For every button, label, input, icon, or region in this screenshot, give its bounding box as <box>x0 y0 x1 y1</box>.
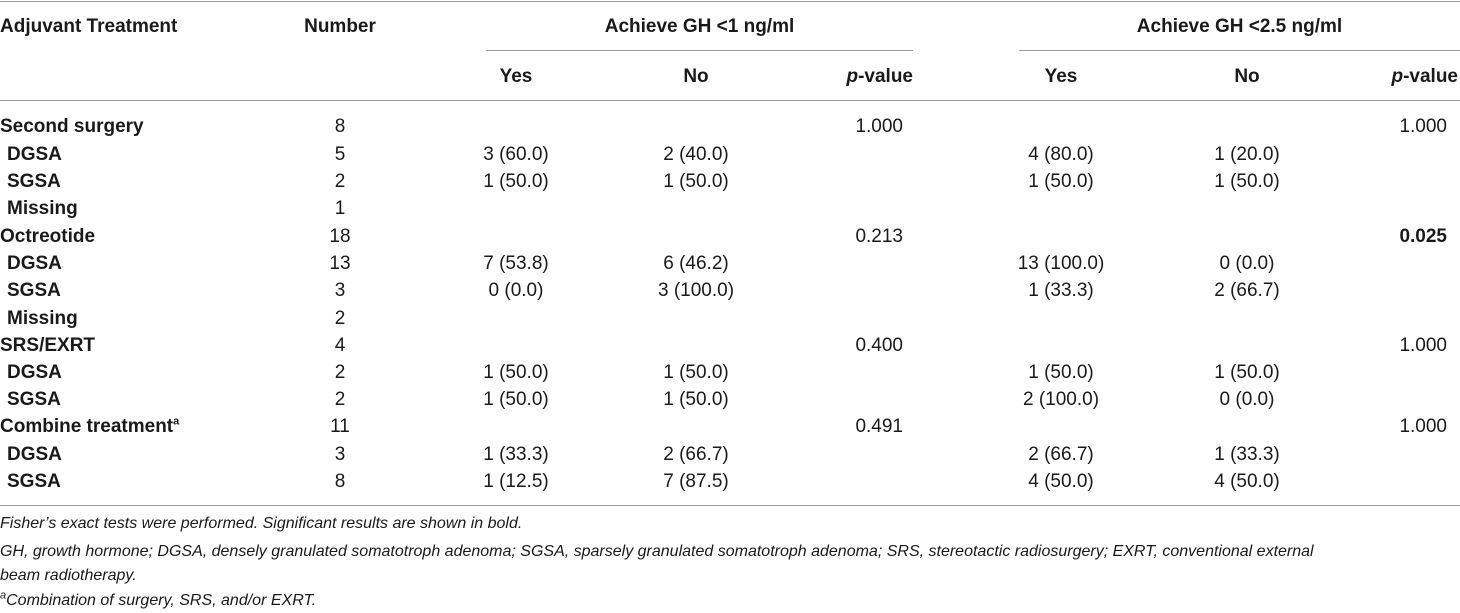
row-number: 4 <box>334 335 346 356</box>
row-no2: 1 (50.0) <box>1214 362 1280 383</box>
header-no-1: No <box>683 66 709 87</box>
row-label: Combine treatmenta <box>0 415 180 437</box>
row-number: 13 <box>329 253 351 274</box>
footnote-statistics: Fisher’s exact tests were performed. Sig… <box>0 515 523 532</box>
row-label: DGSA <box>7 253 62 274</box>
row-label: SGSA <box>7 280 61 301</box>
row-yes2: 2 (66.7) <box>1028 444 1094 465</box>
row-yes1: 1 (12.5) <box>483 471 549 492</box>
row-no2: 4 (50.0) <box>1214 471 1280 492</box>
row-yes1: 1 (33.3) <box>483 444 549 465</box>
row-yes2: 4 (50.0) <box>1028 471 1094 492</box>
row-label: SGSA <box>7 389 61 410</box>
header-group1-title: Achieve GH <1 ng/ml <box>604 16 795 37</box>
row-number: 3 <box>334 280 346 301</box>
row-number: 11 <box>330 416 350 437</box>
group1-underline <box>486 50 913 51</box>
row-yes1: 1 (50.0) <box>483 171 549 192</box>
row-number: 1 <box>334 198 346 219</box>
row-no2: 1 (33.3) <box>1214 444 1280 465</box>
header-adjuvant-treatment: Adjuvant Treatment <box>0 16 178 37</box>
row-label: DGSA <box>7 144 62 165</box>
footnote-abbreviations: GH, growth hormone; DGSA, densely granul… <box>0 543 1314 560</box>
row-number: 18 <box>329 226 351 247</box>
row-label: DGSA <box>7 362 62 383</box>
header-pvalue-1: p-value <box>846 66 913 87</box>
row-number: 8 <box>334 116 346 137</box>
row-p1: 1.000 <box>855 116 903 137</box>
row-p2: 1.000 <box>1399 416 1447 437</box>
row-no1: 3 (100.0) <box>657 280 735 301</box>
row-no2: 0 (0.0) <box>1219 253 1275 274</box>
row-yes2: 1 (33.3) <box>1028 280 1094 301</box>
row-no2: 1 (20.0) <box>1214 144 1280 165</box>
row-no2: 2 (66.7) <box>1214 280 1280 301</box>
row-p2-significant: 0.025 <box>1399 226 1447 247</box>
row-yes1: 1 (50.0) <box>483 389 549 410</box>
row-yes2: 13 (100.0) <box>1017 253 1105 274</box>
table-bottom-rule <box>0 505 1460 506</box>
row-yes2: 4 (80.0) <box>1028 144 1094 165</box>
header-no-2: No <box>1234 66 1260 87</box>
row-label: DGSA <box>7 444 62 465</box>
footnote-combination: aCombination of surgery, SRS, and/or EXR… <box>0 589 317 609</box>
row-number: 2 <box>334 389 346 410</box>
row-no2: 0 (0.0) <box>1219 389 1275 410</box>
row-label: SRS/EXRT <box>0 335 96 356</box>
row-yes1: 1 (50.0) <box>483 362 549 383</box>
row-number: 5 <box>334 144 346 165</box>
row-yes2: 2 (100.0) <box>1022 389 1100 410</box>
row-yes1: 7 (53.8) <box>483 253 549 274</box>
row-no1: 1 (50.0) <box>663 389 729 410</box>
row-no1: 2 (40.0) <box>663 144 729 165</box>
row-yes1: 0 (0.0) <box>488 280 544 301</box>
row-number: 3 <box>334 444 346 465</box>
header-bottom-rule <box>0 100 1460 101</box>
row-no1: 6 (46.2) <box>663 253 729 274</box>
row-label: Second surgery <box>0 116 144 137</box>
header-yes-1: Yes <box>499 66 533 87</box>
row-number: 2 <box>334 308 346 329</box>
row-no1: 1 (50.0) <box>663 362 729 383</box>
group2-underline <box>1019 50 1460 51</box>
header-group2-title: Achieve GH <2.5 ng/ml <box>1136 16 1343 37</box>
row-yes1: 3 (60.0) <box>483 144 549 165</box>
row-p2: 1.000 <box>1399 116 1447 137</box>
row-label: Missing <box>7 308 78 329</box>
row-label: SGSA <box>7 471 61 492</box>
row-no1: 1 (50.0) <box>663 171 729 192</box>
row-p1: 0.491 <box>855 416 903 437</box>
row-p1: 0.400 <box>855 335 903 356</box>
row-yes2: 1 (50.0) <box>1028 362 1094 383</box>
table-top-rule <box>0 1 1460 2</box>
row-no1: 7 (87.5) <box>663 471 729 492</box>
row-p1: 0.213 <box>855 226 903 247</box>
row-label: SGSA <box>7 171 61 192</box>
row-number: 8 <box>334 471 346 492</box>
footnote-abbreviations-cont: beam radiotherapy. <box>0 567 137 584</box>
header-number: Number <box>304 16 376 37</box>
row-no1: 2 (66.7) <box>663 444 729 465</box>
row-p2: 1.000 <box>1399 335 1447 356</box>
row-label: Octreotide <box>0 226 96 247</box>
row-yes2: 1 (50.0) <box>1028 171 1094 192</box>
header-yes-2: Yes <box>1044 66 1078 87</box>
row-no2: 1 (50.0) <box>1214 171 1280 192</box>
footnote-marker: a <box>173 415 180 428</box>
row-label: Missing <box>7 198 78 219</box>
row-number: 2 <box>334 171 346 192</box>
row-number: 2 <box>334 362 346 383</box>
header-pvalue-2: p-value <box>1391 66 1458 87</box>
